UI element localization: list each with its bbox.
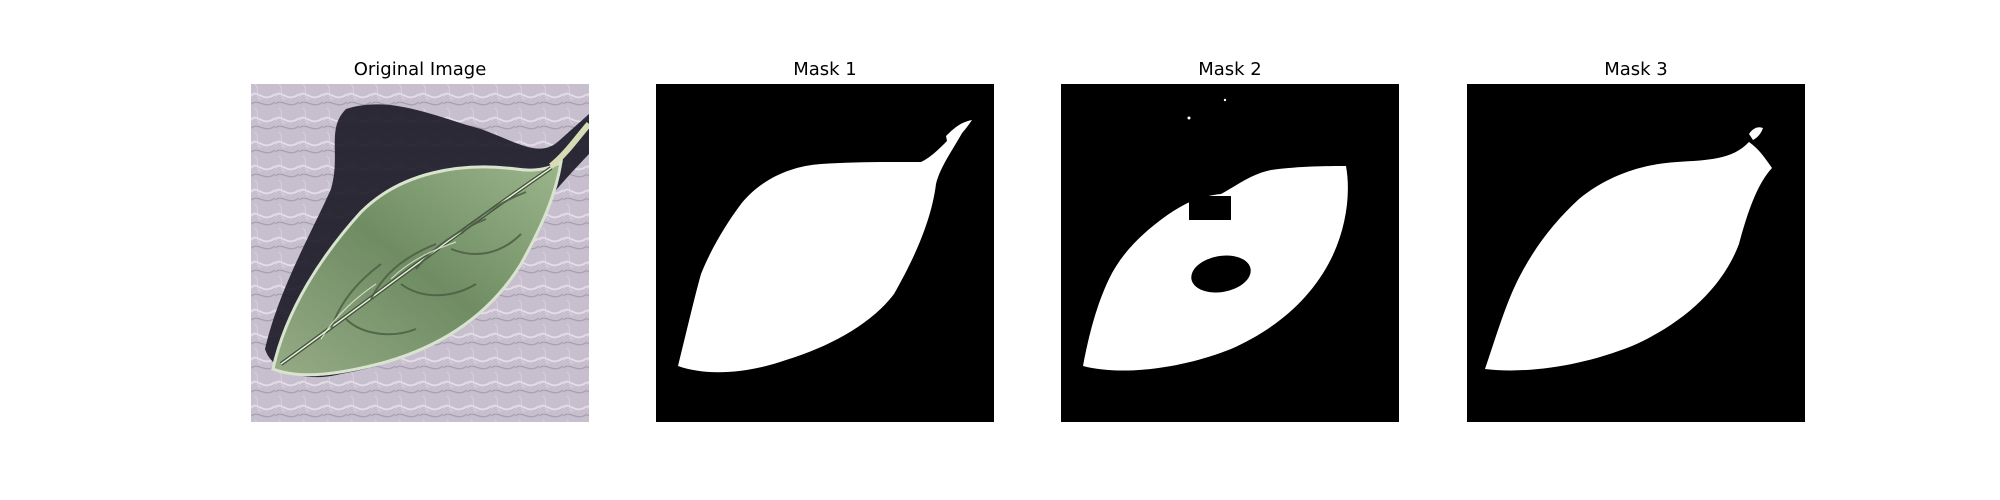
panel-title: Mask 2 [1198, 59, 1262, 80]
panel-original-image: Original Image [251, 58, 589, 422]
panel-mask-1: Mask 1 [656, 58, 994, 422]
mask-3-image [1467, 84, 1805, 422]
panel-mask-3: Mask 3 [1467, 58, 1805, 422]
mask-1-image [656, 84, 994, 422]
panel-title: Original Image [353, 59, 487, 80]
panel-title: Mask 1 [793, 59, 857, 80]
panel-title: Mask 3 [1604, 59, 1668, 80]
original-leaf-photo [251, 84, 589, 422]
mask-2-image [1061, 84, 1399, 422]
panel-mask-2: Mask 2 [1061, 58, 1399, 422]
